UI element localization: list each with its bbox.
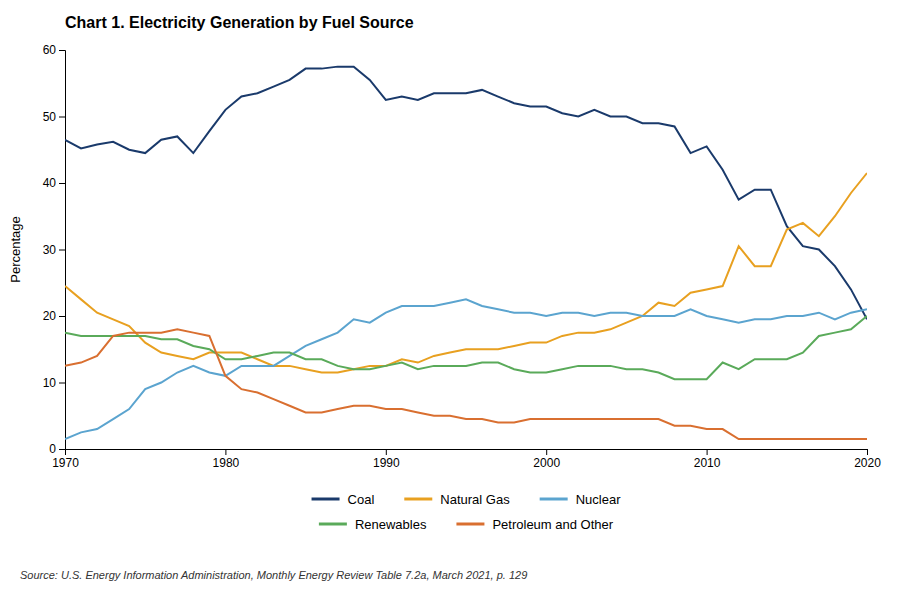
tick-label: 0: [49, 442, 56, 456]
legend-row: Coal Natural Gas Nuclear: [312, 492, 622, 507]
tick: 1990: [373, 449, 400, 470]
series-line: [65, 67, 867, 320]
tick-label: 20: [43, 309, 57, 323]
tick-label: 10: [43, 376, 57, 390]
legend-swatch: [312, 498, 340, 501]
plot-area: 1970 1980 1990 2000 2010 2020 0 10 20 30 40 50 60: [43, 43, 882, 469]
series-line: [65, 316, 867, 379]
legend-item: Nuclear: [540, 492, 621, 507]
tick: 1980: [213, 449, 240, 470]
tick: 2010: [694, 449, 721, 470]
annotation: Source: U.S. Energy Information Administ…: [20, 569, 527, 581]
tick: 0: [49, 442, 65, 456]
tick: 2000: [533, 449, 560, 470]
legend-item: Coal: [312, 492, 375, 507]
legend-row: Renewables Petroleum and Other: [319, 517, 614, 532]
tick: 10: [43, 376, 65, 390]
tick-label: 30: [43, 243, 57, 257]
tick: 20: [43, 309, 65, 323]
tick-label: 50: [43, 110, 57, 124]
chart-svg: Chart 1. Electricity Generation by Fuel …: [0, 0, 897, 589]
tick-label: 1990: [373, 456, 400, 470]
x-axis: 1970 1980 1990 2000 2010 2020: [52, 449, 881, 470]
legend-swatch: [404, 498, 432, 501]
tick: 40: [43, 176, 65, 190]
tick: 2020: [854, 449, 881, 470]
axis-line: [59, 51, 66, 450]
tick: 30: [43, 243, 65, 257]
legend-label: Renewables: [355, 517, 427, 532]
tick-mark: [867, 449, 868, 455]
tick-mark: [225, 449, 226, 455]
legend-item: Renewables: [319, 517, 427, 532]
tick-mark: [59, 316, 65, 317]
tick-mark: [59, 50, 65, 51]
legend-swatch: [319, 523, 347, 526]
tick-mark: [59, 250, 65, 251]
tick-label: 2010: [694, 456, 721, 470]
tick-label: 2020: [854, 456, 881, 470]
legend-item: Petroleum and Other: [456, 517, 613, 532]
tick: 1970: [52, 449, 79, 470]
series-line: [65, 329, 867, 439]
y-axis: 0 10 20 30 40 50 60: [43, 43, 66, 456]
tick-label: 40: [43, 176, 57, 190]
legend-item: Natural Gas: [404, 492, 510, 507]
axis-line: [66, 450, 868, 456]
tick-mark: [59, 383, 65, 384]
y-axis-label: Percentage: [8, 216, 23, 283]
legend: Coal Natural Gas Nuclear Renewables Petroleu…: [312, 492, 622, 532]
legend-label: Nuclear: [576, 492, 621, 507]
legend-swatch: [540, 498, 568, 501]
legend-label: Coal: [348, 492, 375, 507]
tick-mark: [59, 117, 65, 118]
title: Chart 1. Electricity Generation by Fuel …: [65, 14, 414, 31]
tick-label: 1980: [213, 456, 240, 470]
tick-label: 60: [43, 43, 57, 57]
chart-container: Chart 1. Electricity Generation by Fuel …: [0, 0, 897, 589]
legend-label: Petroleum and Other: [492, 517, 613, 532]
tick-mark: [386, 449, 387, 455]
tick-mark: [59, 449, 65, 450]
tick-mark: [546, 449, 547, 455]
tick: 50: [43, 110, 65, 124]
legend-swatch: [456, 523, 484, 526]
tick-mark: [59, 183, 65, 184]
tick-label: 1970: [52, 456, 79, 470]
legend-label: Natural Gas: [440, 492, 510, 507]
tick-label: 2000: [533, 456, 560, 470]
lines: [65, 67, 867, 439]
series-line: [65, 299, 867, 439]
tick: 60: [43, 43, 65, 57]
tick-mark: [707, 449, 708, 455]
